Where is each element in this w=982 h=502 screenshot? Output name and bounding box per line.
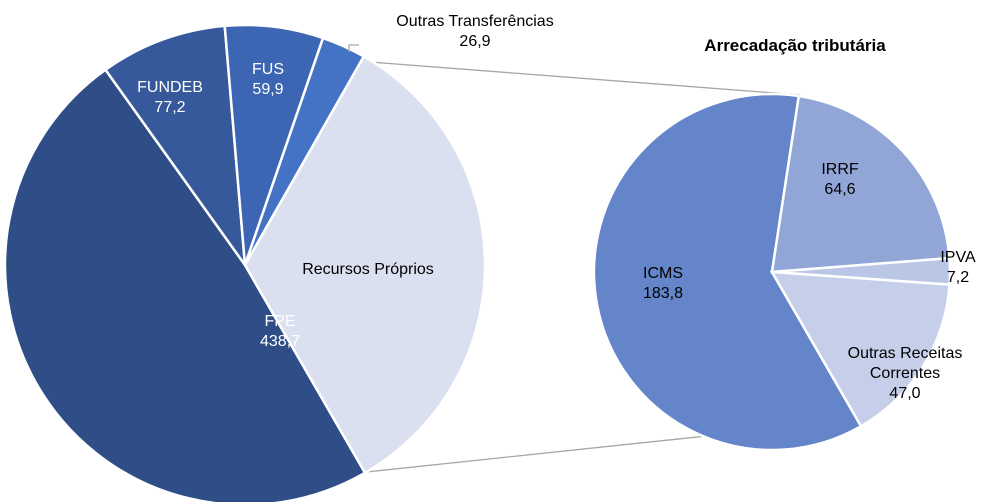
pie-slice <box>769 270 951 428</box>
slice-label: FUS <box>252 61 284 78</box>
slice-label: FUNDEB <box>137 79 203 96</box>
pie-slice <box>3 67 367 502</box>
slice-label: IPVA <box>940 249 976 266</box>
value-label: 77,2 <box>154 99 186 116</box>
slice-label: FPE <box>264 313 296 330</box>
slice-label: ICMS <box>643 265 683 282</box>
value-label: 438,7 <box>259 333 301 350</box>
slice-label: IRRF <box>821 161 859 178</box>
pie-slice <box>103 24 247 270</box>
slice-label: Outras Transferências <box>396 13 554 30</box>
chart-title: Arrecadação tributária <box>704 36 886 55</box>
pie-slice <box>243 54 487 475</box>
value-label: 26,9 <box>459 33 491 50</box>
slice-label: Outras Receitas Correntes <box>847 345 963 382</box>
value-label: 7,2 <box>946 269 970 286</box>
value-label: 183,8 <box>642 285 684 302</box>
slice-label: Recursos Próprios <box>302 261 434 278</box>
value-label: 59,9 <box>252 81 284 98</box>
pie-slice <box>770 94 951 274</box>
leader-line <box>348 44 359 52</box>
value-label: 47,0 <box>889 385 921 402</box>
value-label: 64,6 <box>824 181 856 198</box>
pie-slice <box>592 92 863 452</box>
connector-line <box>369 61 801 96</box>
